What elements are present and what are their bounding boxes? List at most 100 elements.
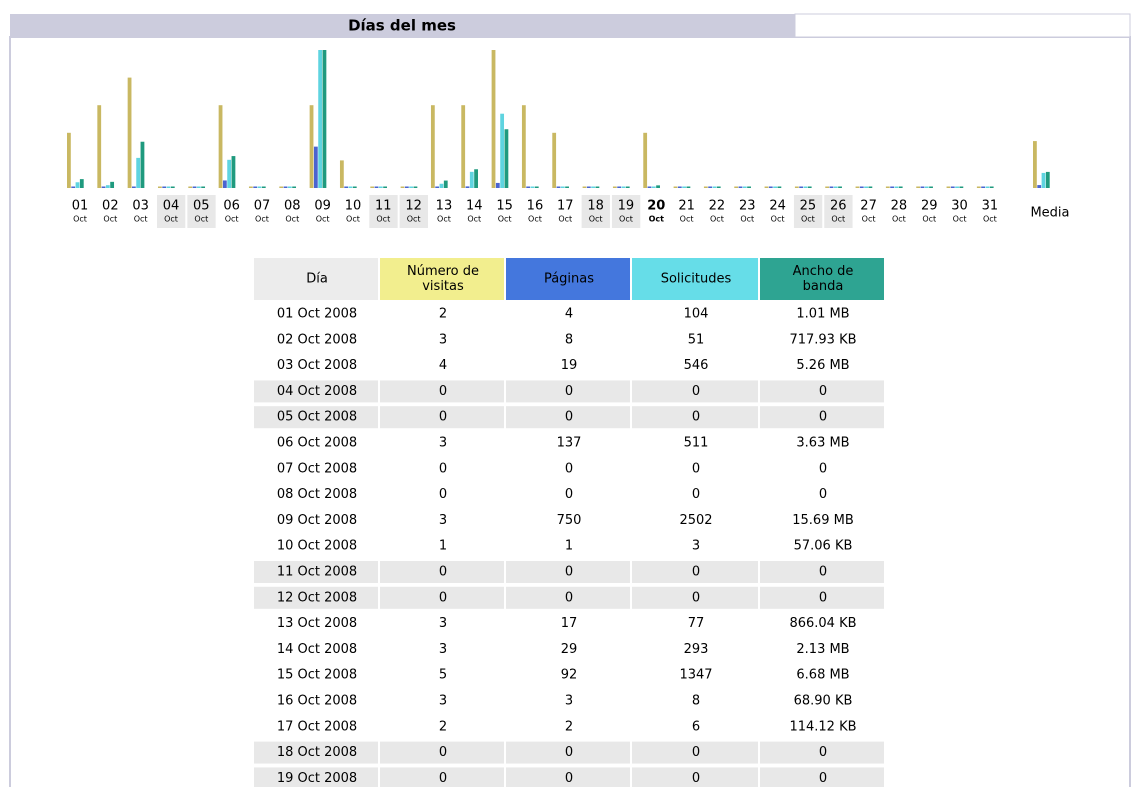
bar — [500, 113, 505, 188]
day-label: 25 — [800, 199, 817, 214]
month-label: Oct — [225, 215, 239, 224]
cell: 11 Oct 2008 — [277, 565, 357, 580]
bar — [920, 186, 925, 188]
weekend-row-bg — [632, 406, 758, 429]
month-label: Oct — [134, 215, 148, 224]
day-label: 08 — [284, 199, 301, 214]
bar — [556, 186, 561, 188]
bar — [686, 186, 691, 188]
bar — [127, 77, 132, 188]
day-label: 02 — [102, 199, 119, 214]
cell: 3 — [439, 642, 447, 657]
weekend-row-bg — [760, 586, 884, 609]
cell: 0 — [439, 384, 447, 399]
weekend-row-bg — [380, 380, 504, 403]
bar — [565, 186, 569, 188]
bar — [829, 186, 834, 188]
bar — [773, 186, 777, 188]
day-label: 09 — [314, 199, 331, 214]
cell: 137 — [557, 436, 582, 451]
day-label: 21 — [678, 199, 695, 214]
bar — [734, 186, 739, 188]
bar — [534, 186, 539, 188]
day-label: 05 — [193, 199, 210, 214]
bar — [253, 186, 258, 188]
bar — [552, 132, 557, 188]
day-label: 22 — [709, 199, 726, 214]
cell: 09 Oct 2008 — [277, 513, 357, 528]
bar — [188, 186, 193, 188]
cell: 0 — [439, 745, 447, 760]
cell: 0 — [439, 590, 447, 605]
header-text: Día — [306, 272, 328, 287]
day-label: 03 — [132, 199, 149, 214]
bar — [738, 186, 743, 188]
weekend-bg — [611, 195, 641, 228]
bar — [157, 186, 162, 188]
weekend-row-bg — [632, 380, 758, 403]
cell: 3 — [692, 539, 700, 554]
bar — [413, 186, 418, 188]
cell: 0 — [439, 565, 447, 580]
day-label: 16 — [527, 199, 544, 214]
bar — [196, 186, 201, 188]
cell: 2 — [439, 307, 447, 322]
month-label: Oct — [558, 215, 572, 224]
cell: 77 — [688, 616, 705, 631]
cell: 0 — [692, 461, 700, 476]
cell: 0 — [692, 771, 700, 786]
weekend-row-bg — [380, 767, 504, 790]
bar — [916, 186, 921, 188]
bar — [825, 186, 830, 188]
bar — [625, 186, 630, 188]
cell: 5.26 MB — [796, 358, 849, 373]
month-label: Oct — [103, 215, 117, 224]
bar — [279, 186, 284, 188]
bar — [495, 182, 500, 188]
bar — [712, 186, 717, 188]
cell: 0 — [692, 384, 700, 399]
bar — [803, 186, 808, 188]
bar — [530, 186, 535, 188]
cell: 13 Oct 2008 — [277, 616, 357, 631]
bar — [97, 105, 102, 188]
header-cell — [506, 258, 630, 300]
bar — [283, 186, 288, 188]
weekend-row-bg — [506, 406, 630, 429]
average-label: Media — [1030, 206, 1069, 221]
weekend-row-bg — [760, 406, 884, 429]
day-label: 19 — [618, 199, 635, 214]
bar — [742, 186, 747, 188]
bar — [747, 186, 751, 188]
month-label: Oct — [771, 215, 785, 224]
bar — [352, 186, 357, 188]
cell: 104 — [684, 307, 709, 322]
header-cell — [254, 258, 378, 300]
bar — [79, 179, 84, 188]
bar — [768, 186, 773, 188]
bar — [162, 186, 167, 188]
bar — [833, 186, 838, 188]
bar — [955, 186, 959, 188]
bar — [898, 186, 903, 188]
bar — [838, 186, 842, 188]
cell: 3 — [565, 694, 573, 709]
bar — [231, 156, 236, 188]
bar — [110, 181, 115, 188]
cell: 0 — [439, 487, 447, 502]
bar — [105, 185, 110, 188]
weekend-row-bg — [380, 561, 504, 583]
cell: 717.93 KB — [789, 332, 856, 347]
bar — [656, 185, 660, 188]
cell: 0 — [819, 565, 827, 580]
cell: 4 — [565, 307, 573, 322]
bar — [716, 186, 721, 188]
bar — [474, 169, 478, 188]
month-label: Oct — [619, 215, 633, 224]
weekend-bg — [581, 195, 610, 228]
bar — [443, 180, 448, 188]
month-label: Oct — [194, 215, 208, 224]
bar — [370, 186, 375, 188]
cell: 293 — [684, 642, 709, 657]
bar — [647, 186, 652, 188]
